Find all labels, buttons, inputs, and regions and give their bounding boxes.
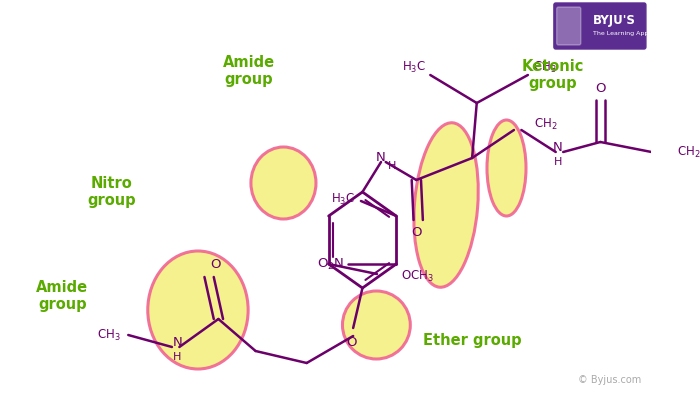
Text: CH$_2$I: CH$_2$I <box>678 145 700 160</box>
Ellipse shape <box>487 120 526 216</box>
Text: CH$_2$: CH$_2$ <box>534 117 558 132</box>
Ellipse shape <box>251 147 316 219</box>
Text: Amide
group: Amide group <box>36 280 88 312</box>
Text: O: O <box>211 258 221 271</box>
Text: H: H <box>174 352 182 362</box>
Ellipse shape <box>414 123 478 287</box>
Text: BYJU'S: BYJU'S <box>593 13 636 26</box>
Text: O: O <box>595 81 606 94</box>
FancyBboxPatch shape <box>554 3 646 49</box>
Text: Amide
group: Amide group <box>223 55 275 87</box>
Text: H: H <box>554 157 562 167</box>
Ellipse shape <box>148 251 248 369</box>
Text: O: O <box>411 226 421 239</box>
Ellipse shape <box>342 291 410 359</box>
Text: N: N <box>553 141 563 154</box>
Text: O: O <box>346 335 356 348</box>
Text: CH$_3$: CH$_3$ <box>97 327 121 342</box>
Text: OCH$_3$: OCH$_3$ <box>401 269 434 284</box>
Text: H$_3$C: H$_3$C <box>331 192 356 207</box>
Text: Nitro
group: Nitro group <box>88 176 136 208</box>
Text: Ether group: Ether group <box>423 333 522 348</box>
Text: O$_2$N: O$_2$N <box>317 256 344 271</box>
Text: N: N <box>173 337 183 350</box>
Text: © Byjus.com: © Byjus.com <box>578 375 641 385</box>
Text: CH$_3$: CH$_3$ <box>533 60 557 75</box>
Text: Ketonic
group: Ketonic group <box>522 59 584 91</box>
Text: The Learning App: The Learning App <box>593 30 648 36</box>
Text: H$_3$C: H$_3$C <box>402 60 426 75</box>
Text: N: N <box>376 150 386 164</box>
Text: H: H <box>388 161 396 171</box>
FancyBboxPatch shape <box>556 7 581 45</box>
